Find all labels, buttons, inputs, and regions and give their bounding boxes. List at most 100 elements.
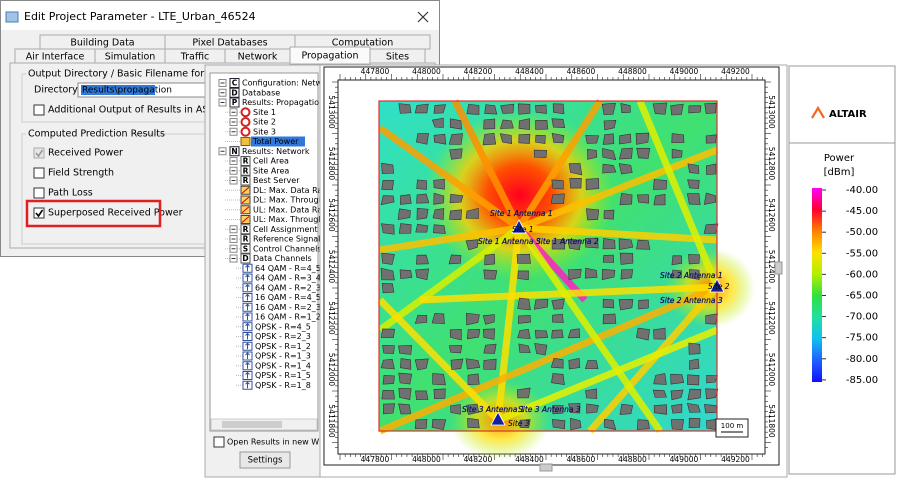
coverage-beam: [378, 283, 719, 435]
channel-icon-arrow: [245, 323, 250, 330]
building: [706, 418, 718, 431]
y-ruler-label: 5412400: [327, 250, 336, 284]
building: [433, 104, 447, 114]
building: [516, 253, 531, 264]
building: [518, 343, 531, 353]
building: [619, 192, 633, 206]
y-ruler-label: 5412000: [767, 353, 776, 387]
building: [416, 179, 427, 190]
tab-label: Sites: [386, 52, 409, 63]
building: [465, 239, 479, 251]
building: [638, 299, 649, 310]
building: [432, 208, 445, 220]
logo: ALTAIR: [829, 109, 867, 120]
selection: [251, 136, 305, 147]
building: [602, 133, 615, 145]
legend-label: -75.00: [846, 333, 878, 344]
h-scroll-thumb[interactable]: [539, 463, 553, 472]
building: [500, 103, 515, 114]
tree-icon-letter: N: [231, 147, 237, 156]
tab-label: Air Interface: [26, 52, 85, 63]
building: [398, 223, 412, 234]
checkbox[interactable]: [213, 436, 225, 448]
building: [703, 223, 719, 234]
tree-item: 16 QAM - R=4_5: [255, 293, 321, 302]
building: [619, 147, 633, 160]
text-selection: [81, 85, 155, 95]
checkbox[interactable]: [33, 187, 45, 199]
building: [551, 329, 564, 339]
y-ruler-label: 5411800: [327, 404, 336, 438]
title-bar: [1, 1, 439, 30]
building: [671, 255, 683, 266]
tree-item: UL: Max. Data Rate: [253, 205, 330, 214]
building: [618, 238, 634, 251]
building: [400, 194, 412, 205]
building: [450, 404, 461, 415]
building: [688, 269, 700, 280]
building: [398, 103, 412, 114]
tab-label: Network: [238, 52, 278, 63]
building: [414, 314, 428, 324]
building: [552, 405, 564, 415]
channel-icon-arrow: [245, 313, 250, 320]
building: [550, 193, 565, 205]
tree-icon-letter: D: [231, 88, 237, 97]
tree-icon: [240, 253, 251, 264]
tree-icon-letter: R: [243, 225, 249, 234]
tree-item: Site Area: [253, 166, 289, 175]
tree-icon: [229, 146, 240, 157]
scroll-thumb[interactable]: [222, 421, 282, 428]
y-ruler-label: 5412000: [327, 353, 336, 387]
group-title-bg: [26, 128, 132, 140]
tab-label: Traffic: [180, 52, 210, 63]
coverage-beam: [451, 99, 523, 230]
building: [584, 267, 598, 279]
antenna-marker: [709, 278, 725, 293]
building: [414, 103, 429, 114]
x-ruler-label: 448600: [567, 67, 596, 76]
close-button[interactable]: [417, 11, 429, 23]
tree-icon-letter: R: [243, 235, 249, 244]
building: [397, 208, 411, 221]
building: [380, 358, 395, 370]
site-label: Site 1 Antenna 1: [490, 209, 553, 218]
building: [568, 403, 581, 414]
tree-icon: [229, 87, 240, 98]
channel-icon-arrow: [245, 342, 250, 350]
coverage-beam: [516, 99, 603, 230]
building: [449, 148, 463, 160]
building: [465, 208, 479, 219]
building: [484, 104, 498, 115]
building: [535, 119, 549, 130]
building: [415, 268, 430, 281]
checkbox[interactable]: [33, 167, 45, 179]
building: [636, 147, 651, 159]
tab[interactable]: [369, 48, 426, 64]
tab-label: Building Data: [70, 38, 134, 49]
building: [467, 417, 480, 429]
building: [533, 298, 549, 310]
tree-item: Database: [242, 88, 280, 97]
x-ruler-label: 449000: [670, 67, 699, 76]
building: [517, 103, 531, 115]
x-ruler-label: 448000: [412, 67, 441, 76]
group-title: Output Directory / Basic Filename for Pr…: [28, 69, 264, 80]
building: [534, 343, 548, 356]
checkbox[interactable]: [33, 147, 45, 159]
building: [601, 269, 616, 280]
checkbox-label: Received Power: [48, 148, 123, 159]
building: [705, 388, 719, 400]
building: [568, 268, 582, 281]
channel-icon-arrow: [245, 284, 250, 291]
checkbox[interactable]: [33, 104, 45, 116]
v-scroll-thumb[interactable]: [774, 261, 783, 275]
building: [482, 328, 496, 340]
building: [433, 178, 445, 190]
checkbox[interactable]: [33, 207, 45, 219]
tree-icon: [240, 224, 251, 235]
y-ruler-label: 5412600: [767, 198, 776, 232]
building: [619, 252, 634, 265]
button[interactable]: [239, 451, 291, 469]
tree-item: Control Channels: [253, 244, 321, 253]
